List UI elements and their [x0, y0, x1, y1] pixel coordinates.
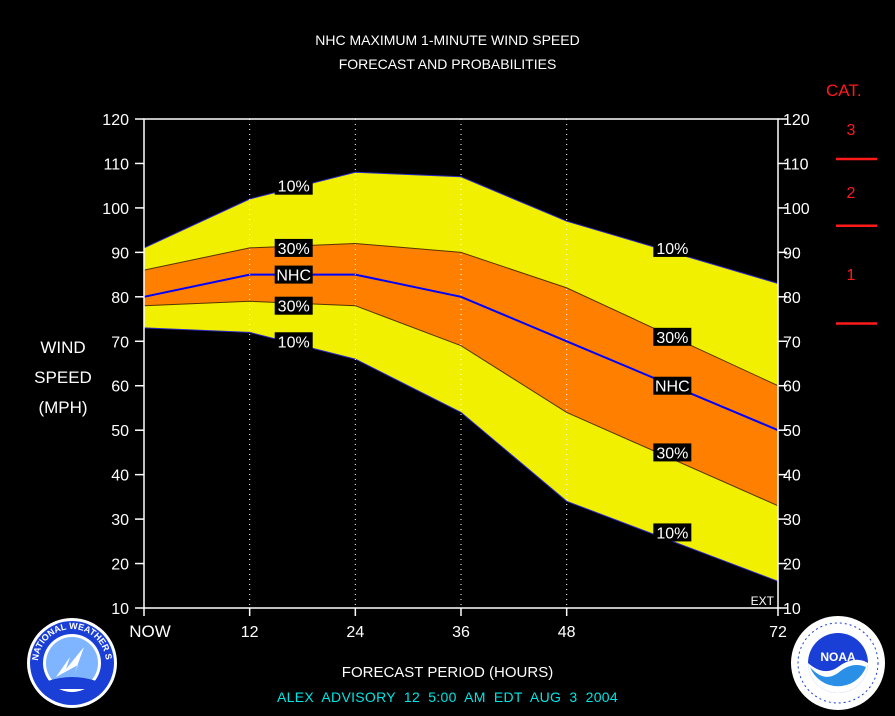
band-label: NHC: [276, 268, 311, 285]
y-tick-label-left: 90: [111, 245, 129, 262]
series-nhc-forecast-line: [143, 273, 779, 432]
y-axis-label-wind: WIND: [40, 338, 86, 357]
noaa-logo-text: NOAA: [820, 650, 856, 664]
x-tick-label: 72: [769, 624, 787, 641]
x-tick-label: NOW: [129, 622, 171, 641]
y-tick-label-right: 40: [783, 468, 801, 485]
y-tick-label-left: 10: [111, 601, 129, 618]
series-lower-10-line: [143, 327, 779, 582]
band-label-box: [653, 238, 692, 257]
x-tick-label: 12: [241, 624, 259, 641]
y-tick-label-left: 110: [103, 156, 129, 173]
y-tick-label-left: 70: [111, 334, 129, 351]
y-tick-label-left: 20: [111, 557, 129, 574]
y-tick-label-right: 30: [783, 512, 801, 529]
chart-title-line-2: FORECAST AND PROBABILITIES: [338, 56, 557, 72]
band-label-box: [653, 523, 692, 542]
y-tick-label-right: 20: [783, 557, 801, 574]
chart-title-line-1: NHC MAXIMUM 1-MINUTE WIND SPEED: [315, 32, 580, 48]
y-tick-label-left: 120: [102, 112, 129, 129]
ext-label: EXT: [751, 594, 775, 608]
band-label-box: [274, 265, 313, 284]
y-tick-label-right: 110: [783, 156, 809, 173]
series-lower-30-line: [143, 300, 779, 507]
y-tick-label-right: 50: [783, 423, 801, 440]
band-label: NHC: [655, 379, 690, 396]
band-label-box: [653, 376, 692, 395]
band-label: 30%: [278, 241, 310, 258]
band-label-box: [274, 296, 313, 315]
x-axis-label: FORECAST PERIOD (HOURS): [341, 664, 554, 681]
series-upper-30-line: [143, 242, 779, 387]
category-1-label: 1: [846, 267, 856, 284]
x-tick-label: 24: [346, 624, 364, 641]
series-upper-10-line: [143, 171, 779, 284]
y-tick-label-left: 50: [111, 423, 129, 440]
y-tick-label-right: 80: [783, 290, 801, 307]
band-label: 30%: [278, 299, 310, 316]
band-label: 10%: [278, 179, 310, 196]
band-label-box: [274, 332, 313, 351]
category-3-label: 3: [846, 122, 856, 139]
y-axis-label-units: (MPH): [38, 398, 88, 417]
y-tick-label-left: 80: [111, 290, 129, 307]
noaa-logo-icon: NOAA: [791, 616, 885, 710]
band-label: 10%: [656, 241, 688, 258]
nws-logo-icon: NATIONAL WEATHER SERVICE: [26, 617, 117, 708]
y-tick-label-left: 60: [111, 379, 129, 396]
band-label-box: [274, 176, 313, 195]
y-tick-label-left: 30: [111, 512, 129, 529]
category-title: CAT.: [826, 81, 862, 100]
y-tick-label-right: 10: [783, 601, 801, 618]
advisory-line: ALEX ADVISORY 12 5:00 AM EDT AUG 3 2004: [277, 689, 618, 705]
band-label: 30%: [656, 330, 688, 347]
y-tick-label-right: 90: [783, 245, 801, 262]
x-tick-label: 36: [452, 624, 470, 641]
x-tick-label: 48: [558, 624, 576, 641]
y-tick-label-left: 100: [102, 201, 129, 218]
y-tick-label-right: 70: [783, 334, 801, 351]
y-tick-label-left: 40: [111, 468, 129, 485]
y-tick-label-right: 100: [783, 201, 810, 218]
band-label: 10%: [656, 525, 688, 542]
category-2-label: 2: [846, 185, 856, 202]
band-label: 30%: [656, 445, 688, 462]
band-label-box: [653, 443, 692, 462]
band-label-box: [274, 238, 313, 257]
band-label: 10%: [278, 334, 310, 351]
band-label-box: [653, 327, 692, 346]
y-axis-label-speed: SPEED: [34, 368, 92, 387]
y-tick-label-right: 60: [783, 379, 801, 396]
y-tick-label-right: 120: [783, 112, 810, 129]
